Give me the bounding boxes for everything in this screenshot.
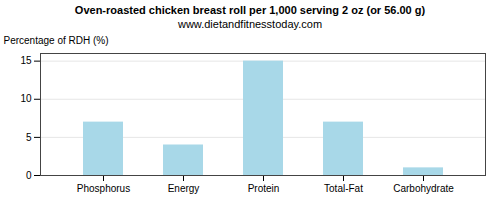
html-text:www.dietandfitnesstoday.com: www.dietandfitnesstoday.com: [178, 18, 322, 30]
svg-text:Total-Fat: Total-Fat: [324, 183, 363, 194]
svg-text:0: 0: [26, 170, 32, 181]
svg-text:Carbohydrate: Carbohydrate: [393, 183, 454, 194]
html-text:Oven-roasted chicken breast ro: Oven-roasted chicken breast roll per 1,0…: [74, 4, 426, 16]
svg-text:Energy: Energy: [168, 183, 200, 194]
svg-text:10: 10: [20, 93, 32, 104]
svg-text:5: 5: [26, 132, 32, 143]
svg-text:Protein: Protein: [248, 183, 280, 194]
svg-text:15: 15: [20, 55, 32, 66]
svg-text:Phosphorus: Phosphorus: [77, 183, 130, 194]
svg-text:Percentage of RDH (%): Percentage of RDH (%): [4, 35, 109, 46]
